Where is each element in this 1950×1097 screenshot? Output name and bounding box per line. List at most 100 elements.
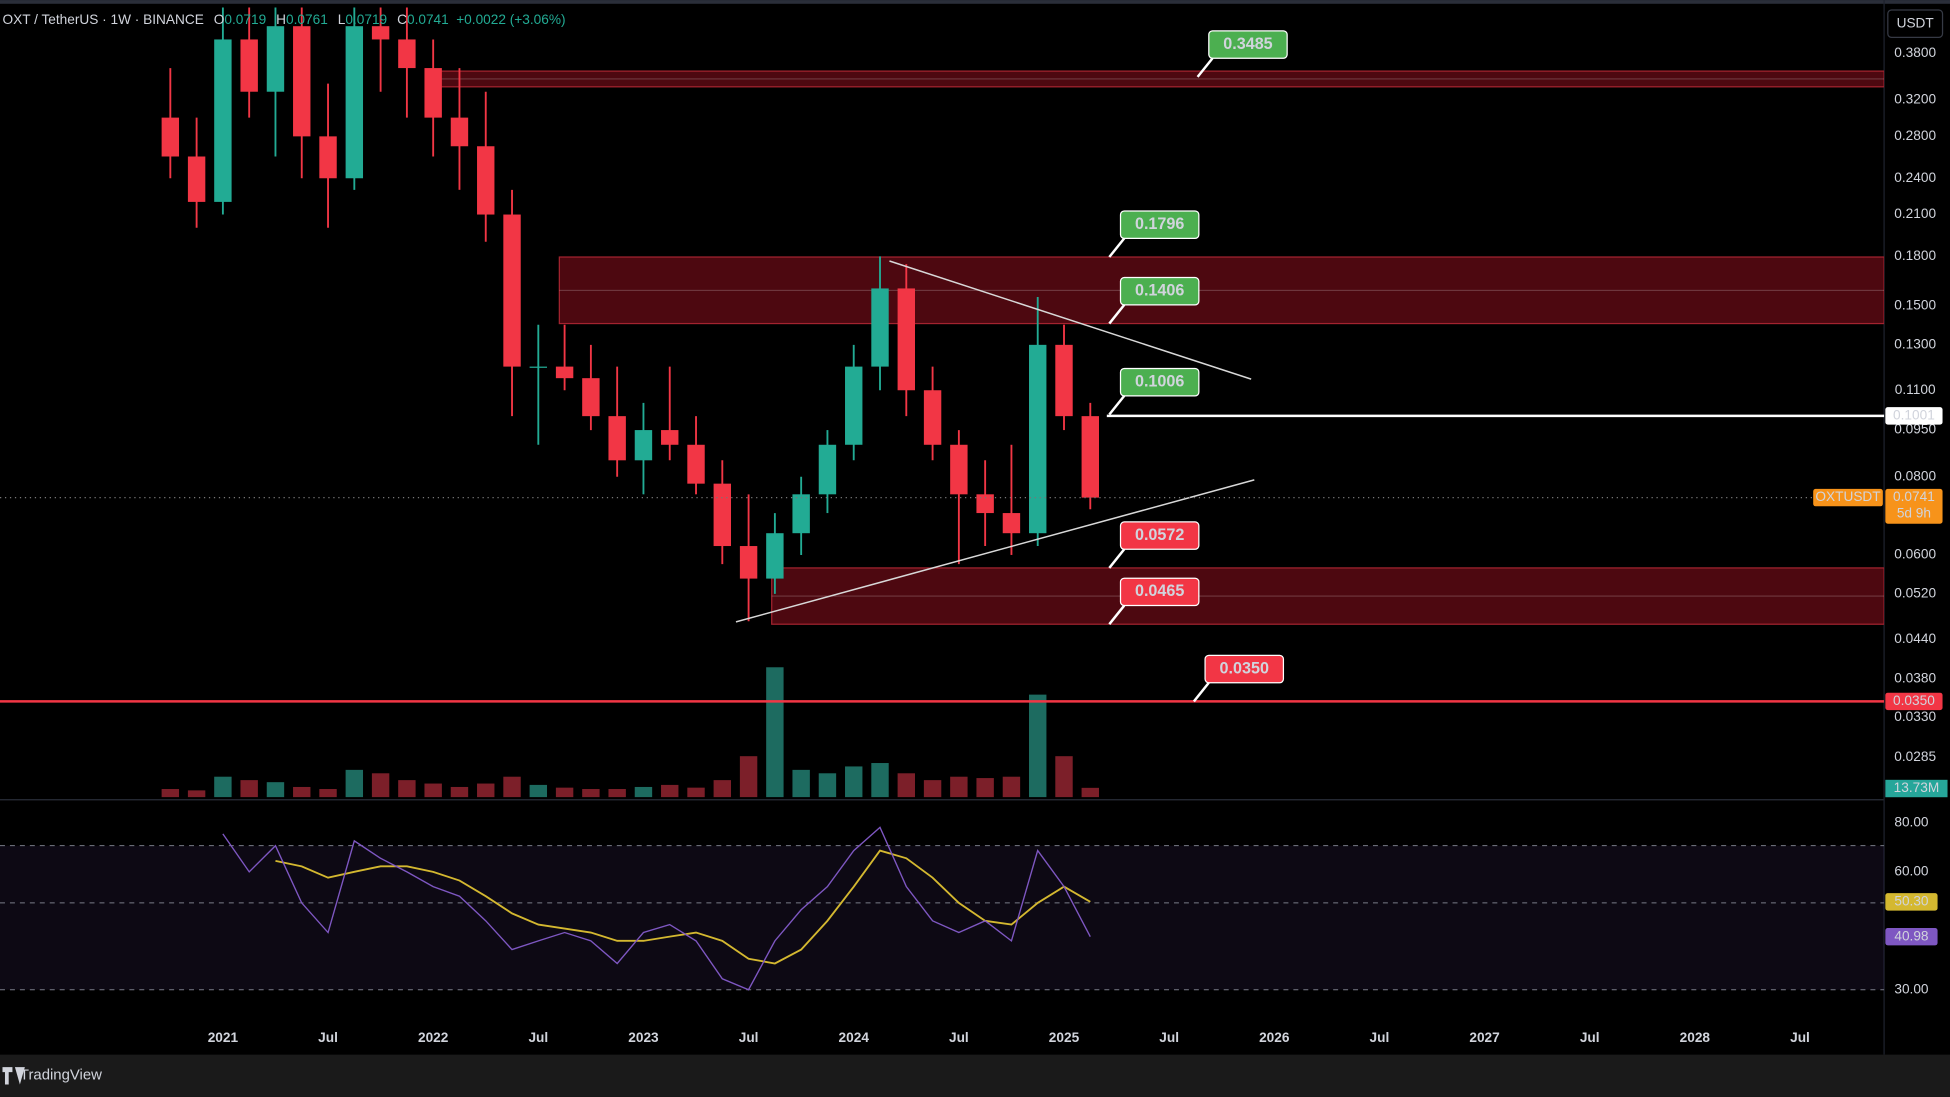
y-tick-label: 0.0800 xyxy=(1894,468,1936,483)
candle-body xyxy=(1081,416,1099,498)
y-tick-label: 0.1500 xyxy=(1894,298,1936,313)
symbol-tag-label: OXTUSDT xyxy=(1815,489,1881,504)
ohlc-name: H xyxy=(276,12,286,27)
x-tick-label: Jul xyxy=(739,1030,759,1045)
x-tick-label: 2028 xyxy=(1680,1030,1711,1045)
volume-bar xyxy=(871,763,889,798)
callout-pointer xyxy=(1108,548,1126,569)
volume-bar xyxy=(266,782,285,798)
candle-body xyxy=(950,444,968,495)
x-tick-label: Jul xyxy=(1159,1030,1179,1045)
y-tick-label: 0.3800 xyxy=(1894,45,1936,60)
callout-box xyxy=(1204,654,1285,684)
volume-bar xyxy=(766,667,784,798)
x-tick-label: Jul xyxy=(1580,1030,1600,1045)
symbol-header: OXT / TetherUS · 1W · BINANCE O0.0719 H0.0… xyxy=(2,12,565,27)
volume-bar xyxy=(293,786,311,798)
volume-bar xyxy=(187,790,206,798)
volume-bar xyxy=(371,773,390,798)
x-tick-label: 2023 xyxy=(628,1030,659,1045)
candle-body xyxy=(871,288,889,367)
candle-body xyxy=(450,117,469,147)
candle-body xyxy=(1002,513,1021,534)
x-tick-label: 2027 xyxy=(1469,1030,1499,1045)
volume-bar xyxy=(319,789,337,798)
volume-bar xyxy=(739,756,758,798)
y-tick-label: 0.1800 xyxy=(1894,248,1936,263)
candle-body xyxy=(477,146,495,215)
callout-box xyxy=(1119,367,1200,397)
x-tick-label: Jul xyxy=(318,1030,338,1045)
ohlc-value: 0.0761 xyxy=(286,12,328,27)
price-badge xyxy=(1885,692,1943,711)
x-tick-label: Jul xyxy=(949,1030,969,1045)
candle-body xyxy=(1029,344,1047,534)
callout-box xyxy=(1119,276,1200,306)
top-border xyxy=(0,0,1950,4)
volume-bar xyxy=(1002,776,1021,798)
rsi-tick-label: 30.00 xyxy=(1894,981,1929,996)
callout-box xyxy=(1208,30,1288,59)
callout-pointer xyxy=(1108,604,1126,625)
x-tick-label: Jul xyxy=(528,1030,548,1045)
candle-body xyxy=(503,214,521,367)
volume-bar xyxy=(845,766,863,798)
brand-logo xyxy=(2,1067,25,1085)
price-badge-label: 0.1001 xyxy=(1893,407,1935,422)
candle-body xyxy=(240,39,258,92)
candle-body xyxy=(897,288,916,391)
candle-body xyxy=(845,366,863,445)
y-tick-label: 0.0520 xyxy=(1894,585,1936,600)
callout-pointer xyxy=(1108,237,1126,258)
volume-bar xyxy=(240,780,258,798)
candle-body xyxy=(293,26,311,137)
candle-body xyxy=(582,378,600,417)
candle-body xyxy=(266,26,285,92)
y-tick-label: 0.1100 xyxy=(1895,382,1936,397)
candle-body xyxy=(923,390,942,445)
y-tick-label: 0.2400 xyxy=(1894,170,1936,185)
y-tick-label: 0.0380 xyxy=(1894,671,1936,686)
rsi-background xyxy=(0,845,1885,990)
x-tick-label: 2022 xyxy=(418,1030,449,1045)
price-badge xyxy=(1885,407,1943,425)
candle-body xyxy=(739,546,758,579)
volume-bar xyxy=(792,769,810,798)
callout-pointer xyxy=(1108,395,1126,416)
callout-label: 0.0465 xyxy=(1135,582,1184,600)
volume-bar xyxy=(897,773,916,798)
volume-bar xyxy=(1081,787,1099,798)
callout-pointer xyxy=(1196,57,1214,78)
volume-bar xyxy=(424,783,442,798)
last-price-badge xyxy=(1885,488,1943,524)
callout-label: 0.1796 xyxy=(1135,215,1184,233)
volume-bar xyxy=(818,773,837,798)
volume-bar xyxy=(477,783,495,798)
volume-bar xyxy=(214,776,232,798)
axis-unit[interactable]: USDT xyxy=(1897,15,1935,30)
ohlc-value: 0.0741 xyxy=(407,12,449,27)
volume-bar xyxy=(634,786,653,798)
volume-bar xyxy=(450,786,469,798)
y-tick-label: 0.0950 xyxy=(1894,422,1936,437)
callout-box xyxy=(1119,521,1200,550)
price-badge-label: 0.0350 xyxy=(1893,693,1935,708)
unit-button[interactable] xyxy=(1887,9,1944,38)
zone xyxy=(771,567,1885,625)
callout-pointer xyxy=(1108,304,1126,325)
ohlc-name: C xyxy=(397,12,407,27)
rsi-tick-label: 60.00 xyxy=(1894,863,1929,878)
volume-bar xyxy=(661,784,679,798)
y-tick-label: 0.1300 xyxy=(1894,336,1936,351)
rsi-badge-label: 50.30 xyxy=(1894,893,1929,908)
volume-bar xyxy=(923,780,942,798)
rsi-line xyxy=(275,849,1091,965)
ohlc-name: O xyxy=(214,12,225,27)
candle-body xyxy=(1055,344,1073,417)
rsi-tick-label: 80.00 xyxy=(1894,815,1929,830)
y-tick-label: 0.2100 xyxy=(1894,206,1936,221)
callout-box xyxy=(1119,210,1200,239)
candle-body xyxy=(792,494,810,534)
